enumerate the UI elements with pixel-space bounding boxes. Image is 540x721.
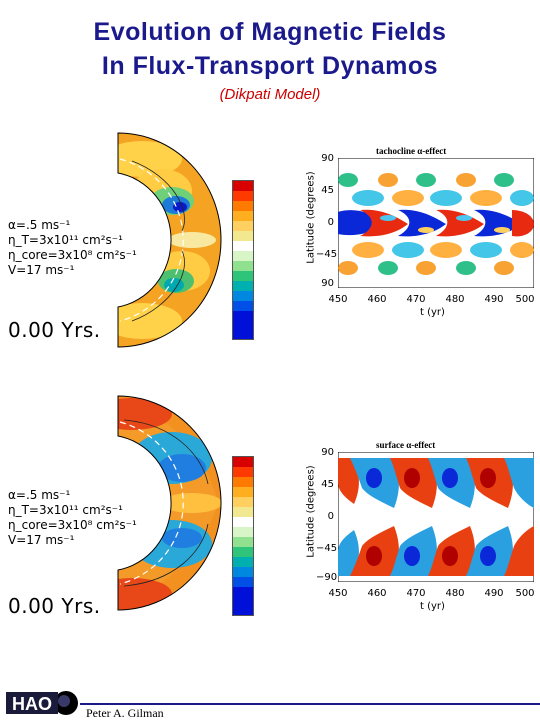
parameters-bottom: α=.5 ms⁻¹ η_T=3x10¹¹ cm²s⁻¹ η_core=3x10⁸… (8, 488, 137, 548)
colorbar-swatch (233, 507, 253, 517)
y-tick: −45 (316, 249, 338, 260)
y-tick: 45 (321, 479, 334, 490)
equator-band-pattern (338, 209, 534, 237)
colorbar-swatch (233, 557, 253, 567)
colorbar-swatch (233, 251, 253, 261)
colorbar-swatch (233, 537, 253, 547)
colorbar-swatch (233, 311, 253, 339)
colorbar-swatch (233, 291, 253, 301)
colorbar-swatch (233, 467, 253, 477)
colorbar-swatch (233, 301, 253, 311)
y-tick: 0 (327, 511, 334, 522)
butterfly-panel-bottom: surface α-effect Latitude (degrees) 90 4… (296, 440, 540, 615)
x-tick: 480 (445, 294, 465, 305)
x-tick: 450 (328, 294, 348, 305)
y-tick: −45 (316, 543, 338, 554)
meridional-plot-bottom (117, 395, 222, 611)
title-line-2: In Flux-Transport Dynamos (101, 52, 439, 80)
panel-title: tachocline α-effect (376, 146, 447, 156)
panel-title: surface α-effect (376, 440, 436, 450)
x-tick: 470 (406, 294, 426, 305)
y-tick: 90 (321, 278, 334, 289)
colorbar-swatch (233, 231, 253, 241)
colorbar-swatch (233, 477, 253, 487)
colorbar-swatch (233, 191, 253, 201)
x-tick: 450 (328, 588, 348, 599)
colorbar-swatch (233, 567, 253, 577)
x-tick: 500 (515, 294, 535, 305)
colorbar-swatch (233, 211, 253, 221)
colorbar-swatch (233, 261, 253, 271)
colorbar-swatch (233, 457, 253, 467)
param-eta-t: η_T=3x10¹¹ cm²s⁻¹ (8, 233, 123, 247)
colorbar-swatch (233, 181, 253, 191)
colorbar-swatch (233, 271, 253, 281)
param-velocity: V=17 ms⁻¹ (8, 533, 75, 547)
x-tick: 480 (445, 588, 465, 599)
colorbar-swatch (233, 487, 253, 497)
colorbar-swatch (233, 577, 253, 587)
colorbar-swatch (233, 517, 253, 527)
y-tick: −90 (316, 572, 338, 583)
colorbar-top (232, 180, 254, 340)
x-tick: 500 (515, 588, 535, 599)
colorbar-swatch (233, 527, 253, 537)
x-tick: 470 (406, 588, 426, 599)
y-tick: 45 (321, 185, 334, 196)
y-tick: 90 (321, 153, 334, 164)
x-tick: 460 (367, 294, 387, 305)
subtitle: (Dikpati Model) (219, 86, 321, 103)
footer: HAO Peter A. Gilman (0, 686, 540, 720)
lower-band-pattern (338, 242, 534, 275)
param-velocity: V=17 ms⁻¹ (8, 263, 75, 277)
butterfly-diagram-bottom (338, 452, 534, 582)
y-tick: 90 (321, 447, 334, 458)
logo-text: HAO (12, 694, 52, 714)
colorbar-swatch (233, 281, 253, 291)
y-tick: 0 (327, 217, 334, 228)
footer-rule (80, 703, 540, 705)
param-eta-t: η_T=3x10¹¹ cm²s⁻¹ (8, 503, 123, 517)
x-axis-label: t (yr) (420, 307, 445, 318)
param-eta-core: η_core=3x10⁸ cm²s⁻¹ (8, 518, 137, 532)
hao-logo: HAO (2, 688, 80, 718)
param-eta-core: η_core=3x10⁸ cm²s⁻¹ (8, 248, 137, 262)
parameters-top: α=.5 ms⁻¹ η_T=3x10¹¹ cm²s⁻¹ η_core=3x10⁸… (8, 218, 137, 278)
y-axis-label: Latitude (degrees) (305, 465, 317, 558)
years-label-top: 0.00 Yrs. (8, 318, 101, 342)
years-label-bottom: 0.00 Yrs. (8, 594, 101, 618)
colorbar-bottom (232, 456, 254, 616)
x-tick: 490 (484, 294, 504, 305)
colorbar-swatch (233, 587, 253, 615)
title-line-1: Evolution of Magnetic Fields (93, 18, 447, 46)
colorbar-swatch (233, 497, 253, 507)
meridional-plot-top (117, 132, 222, 348)
butterfly-diagram-top (338, 158, 534, 288)
y-axis-label: Latitude (degrees) (305, 171, 317, 264)
x-tick: 460 (367, 588, 387, 599)
upper-band-pattern (338, 458, 534, 508)
colorbar-swatch (233, 241, 253, 251)
lower-band-pattern (338, 526, 534, 576)
upper-band-pattern (338, 173, 534, 206)
butterfly-panel-top: tachocline α-effect Latitude (degrees) 9… (296, 146, 540, 321)
author-name: Peter A. Gilman (86, 706, 164, 720)
x-tick: 490 (484, 588, 504, 599)
param-alpha: α=.5 ms⁻¹ (8, 488, 71, 502)
colorbar-swatch (233, 201, 253, 211)
x-axis-label: t (yr) (420, 601, 445, 612)
colorbar-swatch (233, 221, 253, 231)
param-alpha: α=.5 ms⁻¹ (8, 218, 71, 232)
colorbar-swatch (233, 547, 253, 557)
